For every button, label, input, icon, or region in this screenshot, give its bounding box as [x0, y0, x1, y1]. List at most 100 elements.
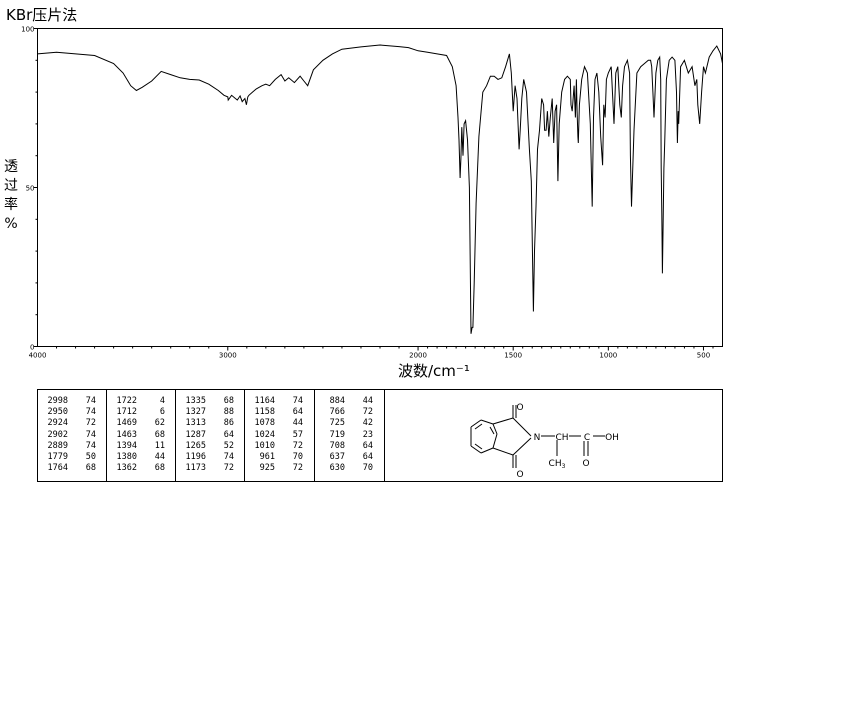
peak-table-row: 1335 68 — [176, 396, 244, 407]
transmittance-series-line — [37, 44, 723, 334]
x-axis: 4000 3000 2000 1500 1000 500 — [29, 346, 714, 360]
peak-transmittance: 52 — [223, 440, 234, 451]
peak-wavenumber: 1722 — [116, 396, 137, 406]
peak-transmittance: 6 — [159, 407, 165, 418]
atom-label-c: C — [584, 433, 590, 443]
peak-table-row: 961 70 — [245, 452, 314, 463]
peak-transmittance: 62 — [154, 418, 165, 429]
peak-table-row: 1722 4 — [107, 396, 175, 407]
peak-wavenumber: 1712 — [116, 407, 137, 418]
peak-transmittance: 74 — [292, 396, 303, 406]
peak-wavenumber: 1265 — [185, 440, 206, 451]
peak-transmittance: 68 — [223, 396, 234, 406]
x-tick-label: 1000 — [599, 352, 617, 360]
peak-wavenumber: 1287 — [185, 429, 206, 440]
peak-table-row: 2924 72 — [38, 418, 106, 429]
atom-label-n: N — [534, 433, 541, 443]
peak-transmittance: 88 — [223, 407, 234, 418]
peak-wavenumber: 884 — [329, 396, 345, 406]
peak-wavenumber: 1779 — [47, 452, 68, 463]
peak-table-row: 1164 74 — [245, 396, 314, 407]
peak-wavenumber: 1078 — [254, 418, 275, 429]
plot-frame — [37, 28, 723, 347]
peak-wavenumber: 637 — [329, 452, 345, 463]
peak-wavenumber: 2998 — [47, 396, 68, 406]
y-axis-label-char: 率 — [4, 197, 18, 213]
x-tick-label: 3000 — [219, 352, 237, 360]
peak-transmittance: 4 — [159, 396, 165, 406]
peak-table: 2998 74 2950 74 2924 72 2902 74 2889 74 1779 50 1764… — [37, 389, 723, 482]
ir-spectrum-plot: 0 50 100 4000 3000 2000 1500 1000 500 — [21, 26, 723, 360]
peak-transmittance: 44 — [292, 418, 303, 429]
peak-transmittance: 23 — [362, 429, 373, 440]
peak-table-row: 1265 52 — [176, 441, 244, 452]
peak-table-row: 719 23 — [315, 430, 384, 441]
atom-label-o: O — [516, 403, 523, 413]
peak-transmittance: 44 — [154, 452, 165, 463]
peak-table-row: 1173 72 — [176, 463, 244, 474]
y-axis-label-char: 过 — [4, 178, 18, 194]
peak-table-row: 1287 64 — [176, 430, 244, 441]
peak-transmittance: 68 — [154, 429, 165, 440]
peak-wavenumber: 2902 — [47, 429, 68, 440]
atom-label-o: O — [582, 459, 589, 469]
peak-table-row: 1313 86 — [176, 418, 244, 429]
peak-wavenumber: 1173 — [185, 463, 206, 474]
peak-table-column: 1335 68 1327 88 1313 86 1287 64 1265 52 1196 74 1173… — [176, 390, 245, 481]
peak-transmittance: 68 — [85, 463, 96, 474]
bond-line — [492, 417, 514, 425]
peak-transmittance: 72 — [223, 463, 234, 474]
peak-wavenumber: 1158 — [254, 407, 275, 418]
x-tick-label: 4000 — [29, 352, 47, 360]
atom-label-o: O — [516, 470, 523, 480]
peak-table-row: 1327 88 — [176, 407, 244, 418]
peak-table-row: 1196 74 — [176, 452, 244, 463]
peak-transmittance: 70 — [292, 452, 303, 463]
peak-table-row: 637 64 — [315, 452, 384, 463]
peak-transmittance: 44 — [362, 396, 373, 406]
peak-transmittance: 64 — [292, 407, 303, 418]
peak-table-row: 884 44 — [315, 396, 384, 407]
y-tick-label: 100 — [21, 26, 34, 34]
peak-table-row: 630 70 — [315, 463, 384, 474]
peak-table-row: 2889 74 — [38, 441, 106, 452]
peak-table-column: 1164 74 1158 64 1078 44 1024 57 1010 72 961 70 925 72 — [245, 390, 315, 481]
x-tick-label: 1500 — [504, 352, 522, 360]
peak-transmittance: 74 — [85, 429, 96, 440]
peak-wavenumber: 2889 — [47, 440, 68, 451]
peak-transmittance: 74 — [85, 396, 96, 406]
peak-wavenumber: 1394 — [116, 440, 137, 451]
bond-line — [492, 447, 514, 456]
peak-transmittance: 74 — [223, 452, 234, 463]
peak-transmittance: 50 — [85, 452, 96, 463]
y-axis-label-char: % — [4, 216, 18, 232]
peak-transmittance: 64 — [362, 452, 373, 463]
peak-wavenumber: 725 — [329, 418, 345, 429]
peak-wavenumber: 1327 — [185, 407, 206, 418]
peak-table-column: 884 44 766 72 725 42 719 23 708 64 637 64 630 70 — [315, 390, 385, 481]
peak-table-row: 766 72 — [315, 407, 384, 418]
peak-transmittance: 72 — [85, 418, 96, 429]
peak-table-column: 1722 4 1712 6 1469 62 1463 68 1394 11 1380 44 1362 68 — [107, 390, 176, 481]
peak-table-row: 1158 64 — [245, 407, 314, 418]
peak-table-row: 725 42 — [315, 418, 384, 429]
bond-line — [512, 417, 532, 437]
bond-line — [492, 423, 498, 435]
peak-transmittance: 64 — [362, 440, 373, 451]
chemical-structure: O O N CH C OH O CH3 — [385, 390, 722, 481]
bond-line — [474, 443, 483, 450]
atom-label-subscript: 3 — [562, 463, 566, 470]
peak-table-row: 1024 57 — [245, 430, 314, 441]
peak-transmittance: 64 — [223, 429, 234, 440]
bond-line — [512, 437, 532, 456]
x-axis-label: 波数/cm⁻¹ — [398, 362, 470, 380]
peak-transmittance: 86 — [223, 418, 234, 429]
peak-wavenumber: 766 — [329, 407, 345, 418]
peak-transmittance: 11 — [154, 440, 165, 451]
peak-wavenumber: 925 — [259, 463, 275, 474]
y-tick-label: 0 — [30, 344, 34, 352]
peak-table-row: 925 72 — [245, 463, 314, 474]
peak-transmittance: 68 — [154, 463, 165, 474]
bond-line — [470, 445, 482, 454]
x-tick-label: 500 — [697, 352, 710, 360]
